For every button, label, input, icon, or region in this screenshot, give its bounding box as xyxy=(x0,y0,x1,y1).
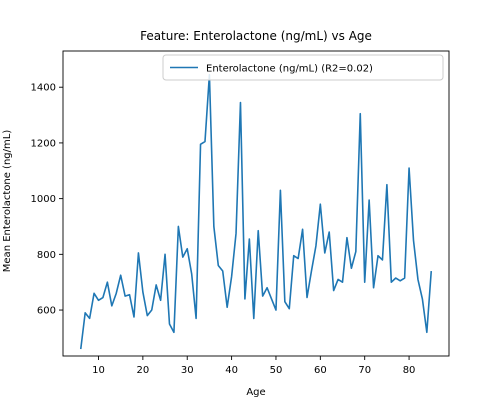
x-tick-label: 70 xyxy=(358,365,371,376)
plot-frame xyxy=(62,50,450,357)
legend-box xyxy=(162,54,444,81)
x-tick-label: 10 xyxy=(92,365,105,376)
plot-area: 10 20 30 40 50 60 70 80 600 800 1000 1200 1400 xyxy=(31,50,450,376)
x-tick-label: 40 xyxy=(225,365,238,376)
y-axis-label: Mean Enterolactone (ng/mL) xyxy=(2,130,13,273)
y-tick-label: 1000 xyxy=(31,194,56,205)
y-tick-label: 1200 xyxy=(31,138,56,149)
x-axis-label: Age xyxy=(246,387,265,398)
x-tick-label: 60 xyxy=(314,365,327,376)
y-tick-label: 800 xyxy=(37,250,56,261)
x-tick-label: 20 xyxy=(136,365,149,376)
x-tick-label: 50 xyxy=(270,365,283,376)
y-tick-label: 1400 xyxy=(31,83,56,94)
legend-label-0: Enterolactone (ng/mL) (R2=0.02) xyxy=(206,64,373,75)
y-tick-label: 600 xyxy=(37,306,56,317)
x-tick-label: 30 xyxy=(181,365,194,376)
series-line-0 xyxy=(79,73,433,350)
chart-title: Feature: Enterolactone (ng/mL) vs Age xyxy=(140,29,372,43)
x-tick-label: 80 xyxy=(403,365,416,376)
legend: Enterolactone (ng/mL) (R2=0.02) xyxy=(162,54,444,81)
